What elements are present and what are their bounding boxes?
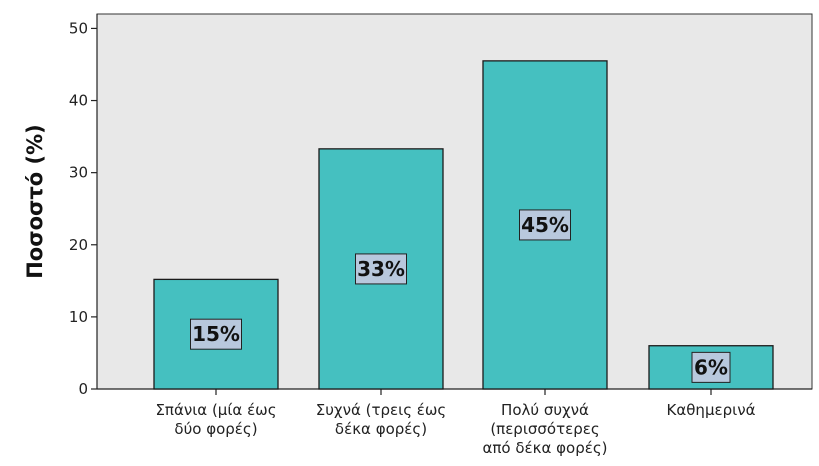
x-tick-label: δύο φορές)	[174, 420, 257, 438]
y-tick-label: 0	[78, 380, 88, 398]
bars-group: 15% 33% 45% 6%	[153, 60, 774, 390]
y-tick-label: 40	[69, 92, 88, 110]
data-label: 33%	[357, 257, 405, 281]
data-label: 6%	[694, 355, 728, 379]
data-label-box	[691, 351, 731, 383]
y-tick-label: 10	[69, 308, 88, 326]
data-label-box	[519, 209, 571, 241]
x-tick-label: Σπάνια (μία έως	[155, 401, 276, 419]
x-tick-label: από δέκα φορές)	[482, 439, 607, 457]
x-tick-label: Συχνά (τρεις έως	[316, 401, 447, 419]
y-tick-label: 30	[69, 164, 88, 182]
x-tick-label: δέκα φορές)	[335, 420, 427, 438]
data-label: 45%	[521, 213, 569, 237]
data-label: 15%	[192, 322, 240, 346]
y-tick-label: 50	[69, 19, 88, 37]
data-label-box	[355, 253, 407, 285]
x-tick-label: Καθημερινά	[667, 401, 756, 419]
data-label-box	[190, 318, 242, 350]
x-tick-label: (περισσότερες	[490, 420, 599, 438]
y-axis-title: Ποσοστό (%)	[23, 124, 47, 279]
x-tick-label: Πολύ συχνά	[501, 401, 589, 419]
y-tick-label: 20	[69, 236, 88, 254]
y-axis: 0 10 20 30 40 50	[69, 14, 98, 398]
